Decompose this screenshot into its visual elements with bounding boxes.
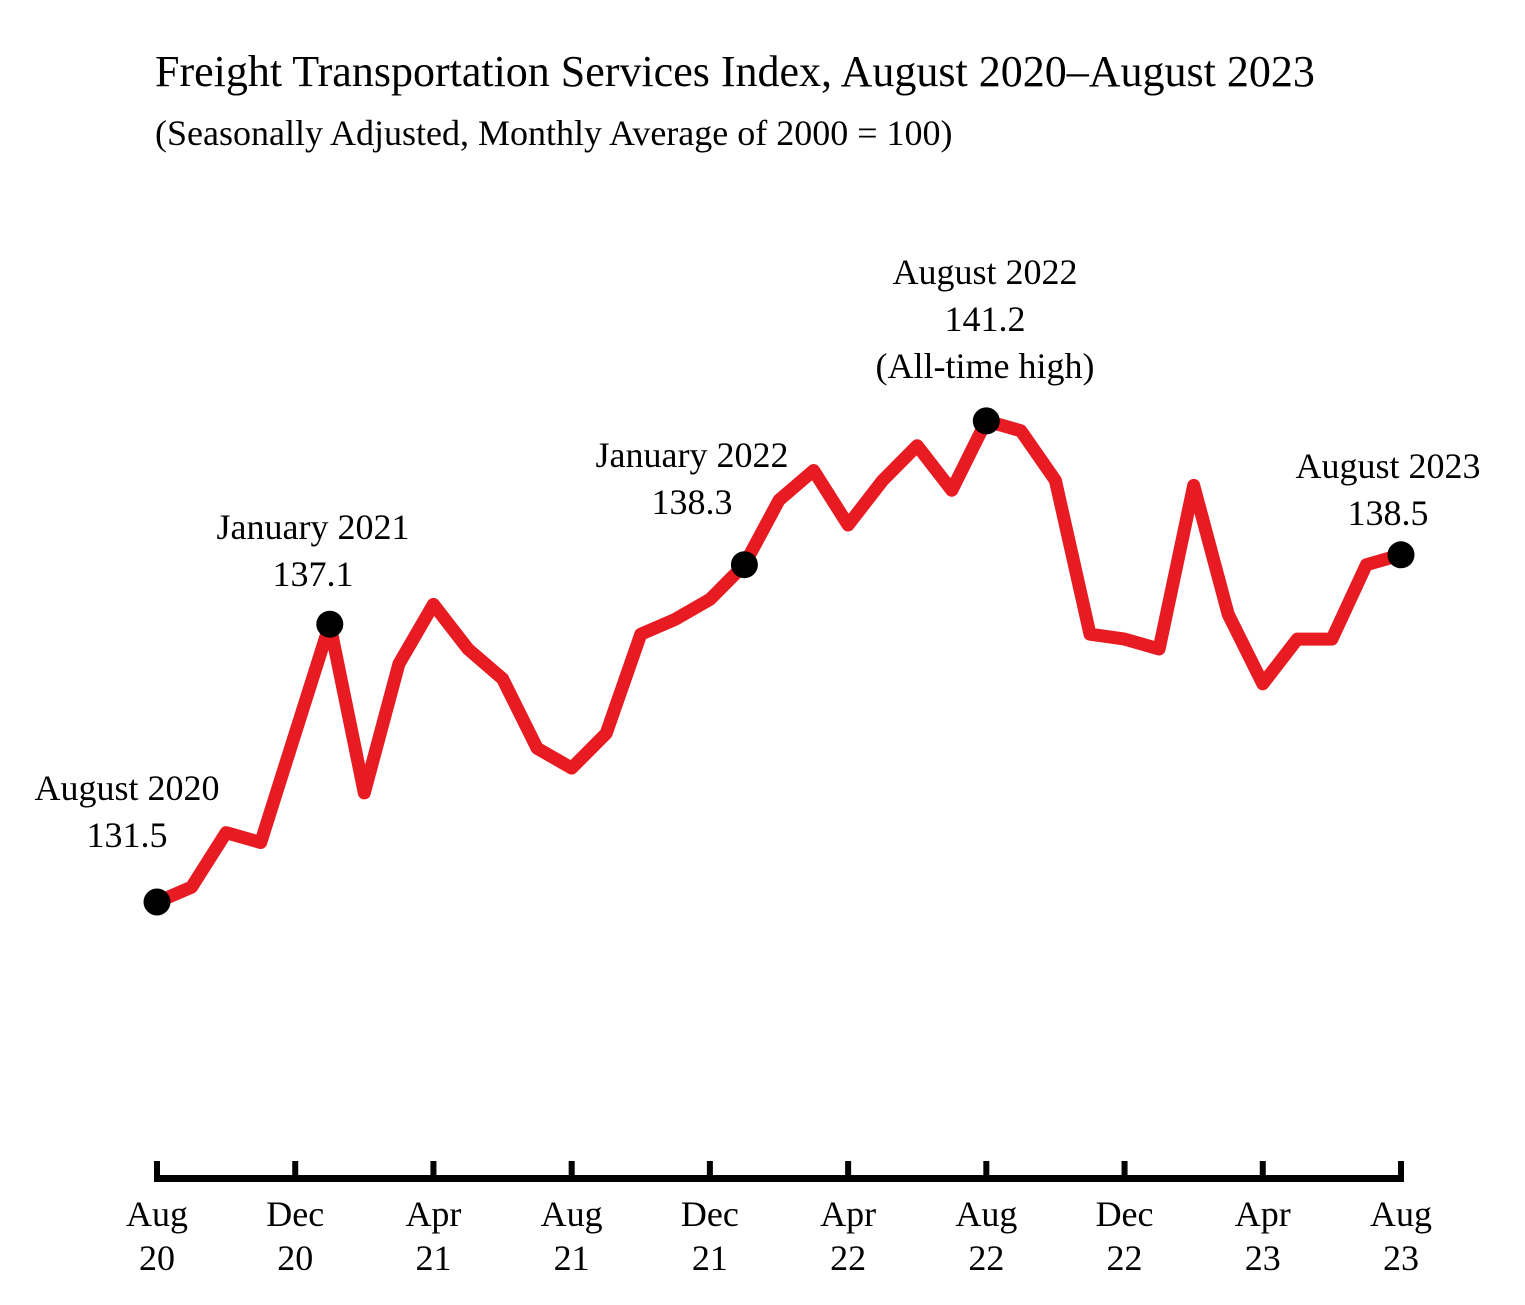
data-point-marker [143,888,171,916]
x-tick-label-month: Apr [820,1194,876,1234]
tsi-line-series [150,414,1408,909]
annotation-aug-2022: August 2022 141.2 (All-time high) [876,249,1095,390]
annotation-line: 141.2 [944,299,1026,339]
data-point-marker [730,551,758,579]
data-point-marker [972,407,1000,435]
x-tick-label-month: Aug [955,1194,1017,1234]
x-tick-label-year: 22 [830,1238,866,1278]
x-tick-label-month: Apr [1235,1194,1291,1234]
annotation-line: (All-time high) [875,346,1095,386]
x-tick-label-year: 23 [1383,1238,1419,1278]
annotation-line: August 2020 [34,768,220,808]
x-tick-label-month: Apr [405,1194,461,1234]
x-tick-label-year: 22 [1107,1238,1143,1278]
x-tick-label-year: 23 [1245,1238,1281,1278]
x-tick-label-month: Aug [541,1194,603,1234]
x-tick-label-year: 20 [277,1238,313,1278]
x-tick-label-month: Dec [266,1194,324,1234]
annotation-jan-2021: January 2021 137.1 [217,504,410,598]
x-tick-label-month: Dec [681,1194,739,1234]
annotation-line: August 2022 [892,252,1078,292]
x-tick-label-month: Aug [126,1194,188,1234]
annotation-line: 137.1 [272,554,354,594]
annotation-line: January 2021 [216,507,410,547]
x-tick-label-year: 21 [692,1238,728,1278]
chart-title: Freight Transportation Services Index, A… [155,47,1315,96]
annotation-jan-2022: January 2022 138.3 [596,432,789,526]
annotation-aug-2020: August 2020 131.5 [34,765,219,859]
x-tick-label-month: Aug [1370,1194,1432,1234]
annotation-line: 131.5 [86,815,168,855]
x-tick-label-month: Dec [1096,1194,1154,1234]
x-tick-label-year: 21 [554,1238,590,1278]
annotation-line: 138.5 [1347,493,1429,533]
chart-subtitle: (Seasonally Adjusted, Monthly Average of… [155,113,953,153]
x-tick-label-year: 21 [415,1238,451,1278]
data-point-marker [1387,541,1415,569]
annotation-aug-2023: August 2023 138.5 [1295,443,1480,537]
x-tick-label-year: 20 [139,1238,175,1278]
x-tick-label-year: 22 [968,1238,1004,1278]
annotation-line: 138.3 [651,482,733,522]
annotation-line: August 2023 [1295,446,1481,486]
annotation-line: January 2022 [595,435,789,475]
data-point-marker [316,610,344,638]
